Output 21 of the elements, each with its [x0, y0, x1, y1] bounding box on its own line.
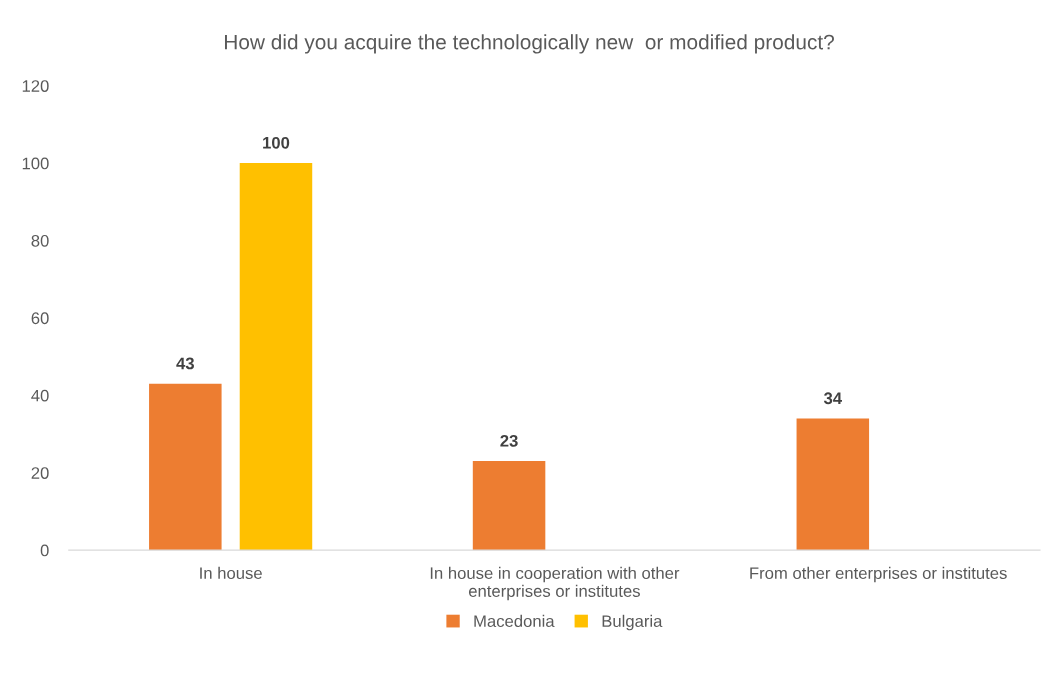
data-label: 100 — [263, 136, 290, 149]
legend-label: Bulgaria — [602, 614, 663, 631]
chart-title: How did you acquire the technologically new or modified product? — [225, 34, 834, 54]
data-label: 43 — [176, 357, 194, 370]
y-tick-label: 100 — [22, 157, 49, 170]
bar — [239, 163, 313, 551]
y-tick-label: 40 — [31, 389, 49, 402]
x-tick-label: In house in cooperation with other enterprises or institutes — [430, 566, 680, 601]
x-tick-label: In house — [200, 566, 262, 580]
data-label: 34 — [823, 392, 842, 405]
bar — [149, 383, 222, 551]
y-tick-label: 120 — [22, 80, 49, 92]
y-tick-label: 20 — [31, 467, 49, 479]
bar — [472, 461, 546, 551]
y-tick-label: 80 — [31, 234, 49, 247]
bar — [796, 418, 870, 551]
y-tick-label: 0 — [40, 544, 49, 557]
data-label: 23 — [500, 434, 518, 447]
legend-label: Macedonia — [474, 614, 555, 628]
y-tick-label: 60 — [31, 312, 49, 325]
x-tick-label: From other enterprises or institutes — [750, 566, 1007, 583]
